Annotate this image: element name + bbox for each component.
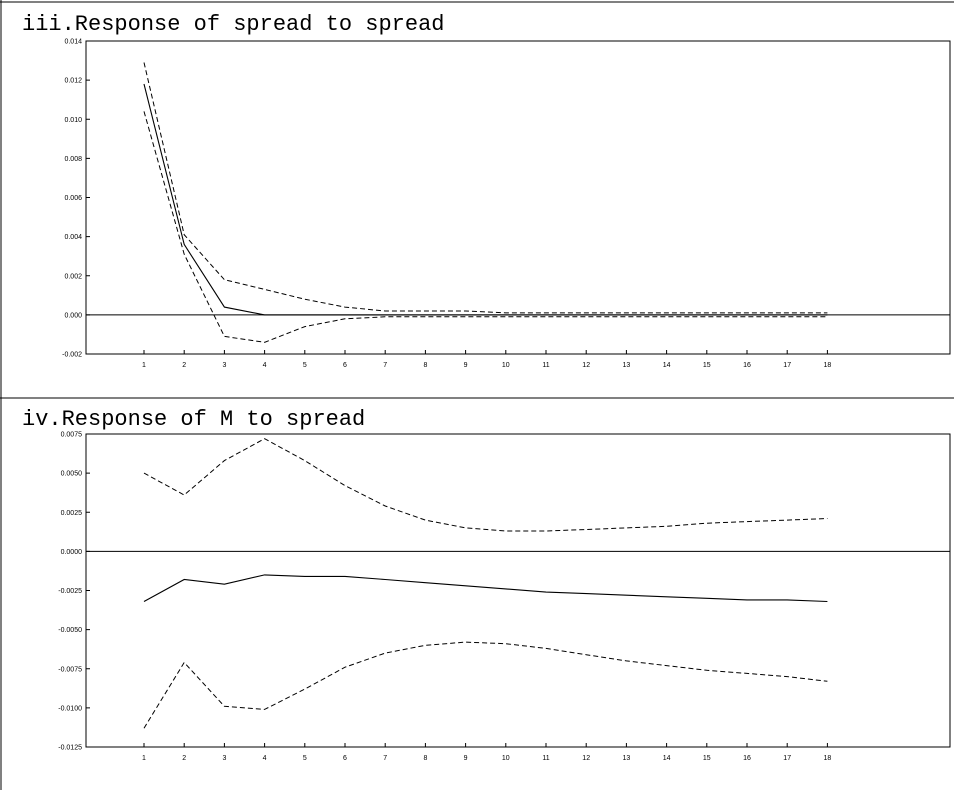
panel-iii-response-line	[143, 83, 828, 316]
panel-iii-plot-frame	[85, 40, 951, 355]
panel-iv-x-tick-label: 9	[464, 755, 468, 762]
panel-iv-x-tick-label: 18	[824, 755, 832, 762]
panel-iv-x-tick-label: 1	[142, 755, 146, 762]
panel-iv-x-tick-label: 14	[663, 755, 671, 762]
panel-iv-y-tick-label: -0.0125	[58, 745, 82, 752]
panel-iii-x-tick-label: 5	[303, 362, 307, 369]
panel-iii-y-tick-label: -0.002	[62, 352, 82, 359]
panel-iii-x-tick-label: 8	[423, 362, 427, 369]
panel-iii-x-axis: 1 2 3 4 5 6 7 8 9 10 11 12 13 14 15 16 17 18	[142, 350, 831, 369]
panel-iv-x-tick-label: 13	[623, 755, 631, 762]
panel-iv-title: iv.Response of M to spread	[22, 407, 365, 432]
panel-iv-x-tick-label: 17	[783, 755, 791, 762]
panel-iii-y-tick-label: 0.010	[64, 117, 82, 124]
panel-iv-x-tick-label: 16	[743, 755, 751, 762]
panel-iv-y-tick-label: 0.0000	[61, 549, 83, 556]
panel-iv-x-tick-label: 3	[222, 755, 226, 762]
panel-iv-x-axis: 1 2 3 4 5 6 7 8 9 10 11 12 13 14 15 16 17 18	[142, 743, 831, 762]
panel-iii-x-tick-label: 6	[343, 362, 347, 369]
panel-iv-y-tick-label: -0.0050	[58, 627, 82, 634]
panel-iii-y-tick-label: 0.014	[64, 39, 82, 46]
panel-iii-x-tick-label: 4	[263, 362, 267, 369]
panel-iii-y-tick-label: 0.008	[64, 156, 82, 163]
panel-iv-x-tick-label: 10	[502, 755, 510, 762]
panel-iv-response-line	[143, 574, 828, 603]
panel-iii-series	[86, 62, 950, 343]
panel-iv-x-tick-label: 5	[303, 755, 307, 762]
panel-iv-series	[86, 438, 950, 729]
panel-iii-title: iii.Response of spread to spread	[22, 12, 444, 37]
panel-iii-y-tick-label: 0.000	[64, 312, 82, 319]
panel-iii-response-spread-to-spread: iii.Response of spread to spread 0.014 0.…	[22, 12, 951, 369]
panel-iii-y-tick-label: 0.006	[64, 195, 82, 202]
panel-iv-y-tick-label: -0.0025	[58, 588, 82, 595]
panel-iii-x-tick-label: 9	[464, 362, 468, 369]
panel-iv-x-tick-label: 8	[423, 755, 427, 762]
panel-iii-lower-line	[143, 111, 828, 343]
panel-iii-x-tick-label: 16	[743, 362, 751, 369]
panel-iv-x-tick-label: 7	[383, 755, 387, 762]
panel-iv-response-m-to-spread: iv.Response of M to spread 0.00750.00500…	[22, 407, 951, 762]
panel-iii-x-tick-label: 17	[783, 362, 791, 369]
panel-iv-x-tick-label: 12	[582, 755, 590, 762]
panel-iv-y-axis: 0.0075 0.0050 0.0025 0.0000 -0.0025 -0.0050 -0…	[58, 432, 90, 752]
panel-iv-y-tick-label: -0.0075	[58, 666, 82, 673]
panel-iii-x-tick-label: 2	[182, 362, 186, 369]
panel-iv-y-tick-label: -0.0100	[58, 705, 82, 712]
panel-iii-x-tick-label: 14	[663, 362, 671, 369]
panel-iv-x-tick-label: 6	[343, 755, 347, 762]
panel-iii-y-tick-label: 0.002	[64, 273, 82, 280]
panel-iii-y-tick-label: 0.004	[64, 234, 82, 241]
panel-iii-upper-line	[143, 62, 828, 314]
panel-iii-x-tick-label: 15	[703, 362, 711, 369]
panel-iii-x-tick-label: 3	[222, 362, 226, 369]
panel-iii-x-tick-label: 1	[142, 362, 146, 369]
panel-iv-lower-line	[143, 641, 828, 729]
panel-iv-x-tick-label: 15	[703, 755, 711, 762]
panel-iv-upper-line	[143, 438, 828, 532]
panel-iv-y-tick-label: 0.0050	[61, 471, 83, 478]
panel-iii-x-tick-label: 12	[582, 362, 590, 369]
panel-iii-y-tick-label: 0.012	[64, 78, 82, 85]
panel-iv-y-tick-label: 0.0075	[61, 432, 83, 439]
panel-iii-x-tick-label: 10	[502, 362, 510, 369]
panel-iv-plot-frame	[85, 433, 951, 748]
panel-iv-x-tick-label: 2	[182, 755, 186, 762]
panel-iii-x-tick-label: 13	[623, 362, 631, 369]
panel-iv-x-tick-label: 4	[263, 755, 267, 762]
panel-iii-x-tick-label: 7	[383, 362, 387, 369]
panel-iii-x-tick-label: 11	[542, 362, 549, 369]
panel-iii-x-tick-label: 18	[824, 362, 832, 369]
panel-iv-x-tick-label: 11	[542, 755, 549, 762]
panel-iv-y-tick-label: 0.0025	[61, 510, 83, 517]
